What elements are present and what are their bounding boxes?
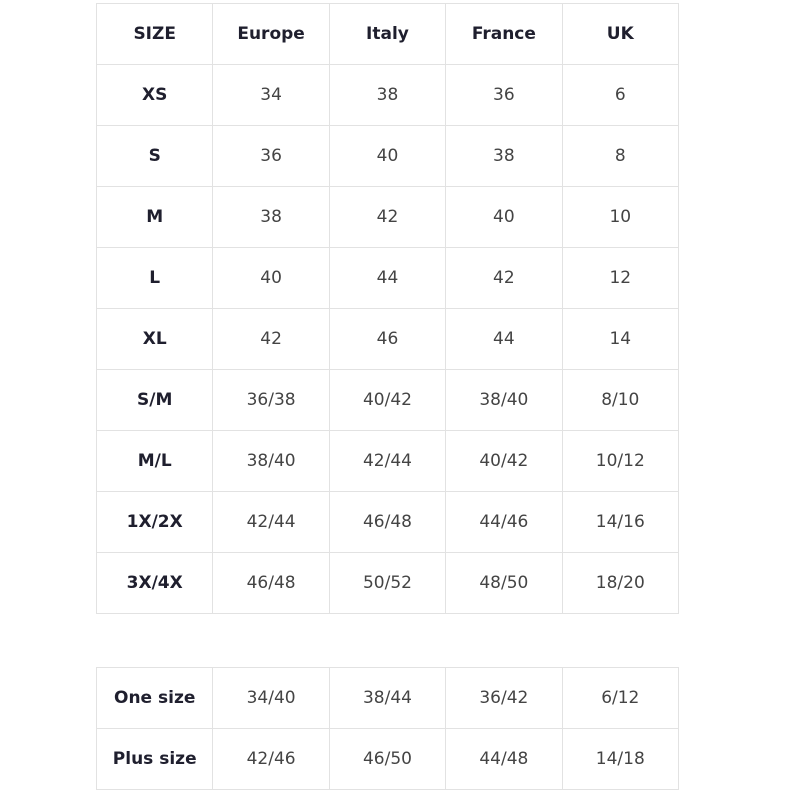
- size-label-cell: S/M: [95, 369, 214, 431]
- size-value-cell: 50/52: [328, 552, 447, 614]
- size-value-cell: 38/40: [445, 369, 563, 431]
- table-row: S/M 36/38 40/42 38/40 8/10: [95, 369, 680, 431]
- size-value-cell: 42: [445, 247, 563, 309]
- table-row: S 36 40 38 8: [95, 125, 680, 187]
- size-value-cell: 34/40: [212, 667, 330, 729]
- size-value-cell: 6: [561, 64, 680, 126]
- table-row: 3X/4X 46/48 50/52 48/50 18/20: [95, 552, 680, 614]
- size-value-cell: 38/44: [328, 667, 447, 729]
- size-value-cell: 38: [212, 186, 330, 248]
- size-value-cell: 18/20: [561, 552, 680, 614]
- size-value-cell: 42: [328, 186, 447, 248]
- header-row: SIZE Europe Italy France UK: [95, 3, 680, 65]
- size-value-cell: 36/42: [445, 667, 563, 729]
- table-row: Plus size 42/46 46/50 44/48 14/18: [95, 728, 680, 790]
- size-label-cell: S: [95, 125, 214, 187]
- size-value-cell: 36: [445, 64, 563, 126]
- size-value-cell: 44/48: [445, 728, 563, 790]
- size-value-cell: 12: [561, 247, 680, 309]
- size-value-cell: 42/44: [212, 491, 330, 553]
- table-row: M/L 38/40 42/44 40/42 10/12: [95, 430, 680, 492]
- size-value-cell: 34: [212, 64, 330, 126]
- special-sizes-table: One size 34/40 38/44 36/42 6/12 Plus size 42/4…: [95, 667, 680, 790]
- size-label-cell: M/L: [95, 430, 214, 492]
- size-value-cell: 38: [328, 64, 447, 126]
- size-value-cell: 46/50: [328, 728, 447, 790]
- size-value-cell: 14: [561, 308, 680, 370]
- size-label-cell: 3X/4X: [95, 552, 214, 614]
- size-value-cell: 14/16: [561, 491, 680, 553]
- size-value-cell: 40: [445, 186, 563, 248]
- table-row: 1X/2X 42/44 46/48 44/46 14/16: [95, 491, 680, 553]
- size-label-cell: Plus size: [95, 728, 214, 790]
- size-value-cell: 38/40: [212, 430, 330, 492]
- size-value-cell: 44/46: [445, 491, 563, 553]
- size-label-cell: XL: [95, 308, 214, 370]
- size-label-cell: 1X/2X: [95, 491, 214, 553]
- size-value-cell: 40: [212, 247, 330, 309]
- size-value-cell: 10: [561, 186, 680, 248]
- size-value-cell: 14/18: [561, 728, 680, 790]
- size-value-cell: 8: [561, 125, 680, 187]
- size-value-cell: 42/46: [212, 728, 330, 790]
- table-row: One size 34/40 38/44 36/42 6/12: [95, 667, 680, 729]
- size-value-cell: 44: [328, 247, 447, 309]
- column-header: SIZE: [95, 3, 214, 65]
- size-value-cell: 8/10: [561, 369, 680, 431]
- size-value-cell: 42/44: [328, 430, 447, 492]
- size-label-cell: L: [95, 247, 214, 309]
- size-label-cell: M: [95, 186, 214, 248]
- table-row: XS 34 38 36 6: [95, 64, 680, 126]
- size-value-cell: 40: [328, 125, 447, 187]
- size-value-cell: 46/48: [212, 552, 330, 614]
- table-row: M 38 42 40 10: [95, 186, 680, 248]
- size-value-cell: 46: [328, 308, 447, 370]
- size-value-cell: 10/12: [561, 430, 680, 492]
- column-header: France: [445, 3, 563, 65]
- column-header: Europe: [212, 3, 330, 65]
- size-value-cell: 40/42: [328, 369, 447, 431]
- size-value-cell: 42: [212, 308, 330, 370]
- table-row: L 40 44 42 12: [95, 247, 680, 309]
- size-conversion-table: SIZE Europe Italy France UK XS 34 38 36 6 S 36 40 38 8…: [95, 3, 680, 614]
- size-value-cell: 46/48: [328, 491, 447, 553]
- column-header: UK: [561, 3, 680, 65]
- size-label-cell: One size: [95, 667, 214, 729]
- size-value-cell: 6/12: [561, 667, 680, 729]
- size-value-cell: 44: [445, 308, 563, 370]
- size-value-cell: 40/42: [445, 430, 563, 492]
- size-value-cell: 38: [445, 125, 563, 187]
- column-header: Italy: [328, 3, 447, 65]
- size-value-cell: 48/50: [445, 552, 563, 614]
- size-value-cell: 36: [212, 125, 330, 187]
- table-row: XL 42 46 44 14: [95, 308, 680, 370]
- size-label-cell: XS: [95, 64, 214, 126]
- size-value-cell: 36/38: [212, 369, 330, 431]
